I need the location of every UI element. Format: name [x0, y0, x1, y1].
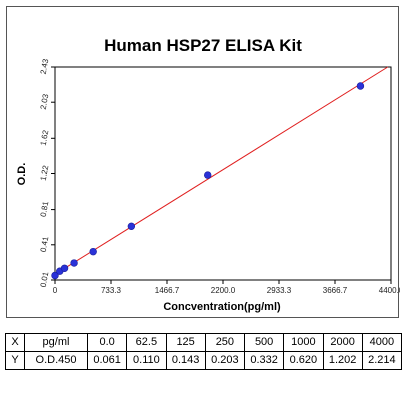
- table-cell: 2.214: [361, 351, 403, 370]
- y-tick-label: 1.22: [39, 164, 51, 181]
- table-cell: 0.143: [165, 351, 206, 370]
- y-tick-label: 0.81: [39, 200, 51, 217]
- y-tick-label: 2.43: [39, 58, 51, 75]
- x-tick-label: 2933.3: [267, 286, 292, 295]
- table-cell: 1000: [283, 333, 324, 352]
- data-point: [356, 82, 365, 90]
- y-tick-label: 2.03: [39, 93, 51, 110]
- x-tick-label: 1466.7: [155, 286, 180, 295]
- row-header: X: [5, 333, 25, 352]
- table-cell: 0.061: [86, 351, 128, 370]
- table-cell: 0.0: [86, 333, 128, 352]
- data-point: [127, 222, 136, 231]
- x-tick-label: 2200.0: [211, 286, 236, 295]
- data-point: [60, 264, 69, 272]
- chart-panel: Human HSP27 ELISA Kit O.D. Concventratio…: [6, 6, 400, 318]
- y-tick-label: 1.62: [39, 129, 51, 146]
- table-cell: 62.5: [126, 333, 167, 352]
- table-cell: 1.202: [322, 351, 363, 370]
- table-row-y: Y O.D.450 0.061 0.110 0.143 0.203 0.332 0.620 1.…: [5, 351, 403, 370]
- x-tick-label: 0: [53, 286, 58, 295]
- data-point: [204, 171, 212, 179]
- y-tick-label: 0.41: [39, 235, 51, 252]
- table-cell: 4000: [361, 333, 403, 352]
- x-axis-label: Concventration(pg/ml): [163, 301, 281, 313]
- x-tick-label: 3666.7: [323, 286, 348, 295]
- table-cell: 125: [165, 333, 206, 352]
- unit-cell: pg/ml: [24, 333, 88, 352]
- table-cell: 500: [243, 333, 285, 352]
- table-cell: 2000: [322, 333, 363, 352]
- chart: Human HSP27 ELISA Kit O.D. Concventratio…: [16, 36, 400, 313]
- x-tick-label: 733.3: [101, 286, 122, 295]
- plot-frame: [54, 66, 392, 281]
- data-point: [51, 271, 59, 280]
- table-cell: 0.620: [283, 351, 324, 370]
- data-point: [70, 259, 78, 267]
- plot-area: 0 733.3 1466.7 2200.0 2933.3 3666.7 4400.0 0.01…: [39, 58, 400, 295]
- chart-title: Human HSP27 ELISA Kit: [104, 36, 302, 55]
- y-axis-label: O.D.: [16, 163, 28, 186]
- row-header: Y: [5, 351, 25, 370]
- table-cell: 0.203: [204, 351, 246, 370]
- fit-line: [54, 66, 389, 275]
- table-cell: 250: [204, 333, 246, 352]
- unit-cell: O.D.450: [24, 351, 88, 370]
- data-point: [89, 247, 97, 256]
- y-tick-label: 0.01: [39, 271, 51, 288]
- table-cell: 0.110: [126, 351, 167, 370]
- table-cell: 0.332: [243, 351, 285, 370]
- x-tick-label: 4400.0: [379, 286, 400, 295]
